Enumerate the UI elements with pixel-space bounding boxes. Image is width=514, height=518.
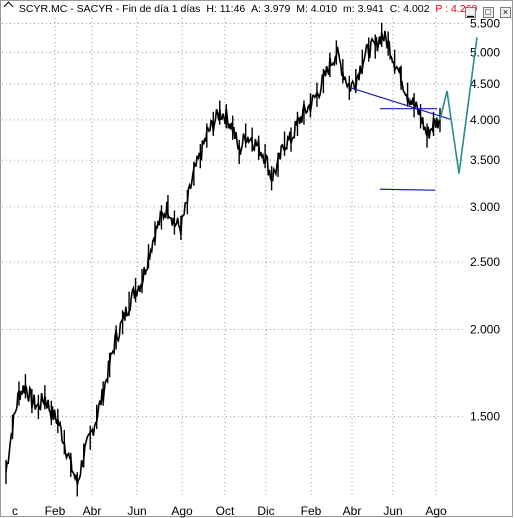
downtrend-line bbox=[349, 87, 453, 121]
time-readout: H: 11:46 bbox=[206, 3, 246, 15]
price-series-line bbox=[5, 30, 441, 486]
minimize-icon[interactable]: ▁ bbox=[465, 7, 477, 18]
y-tick-label: 3.000 bbox=[470, 200, 500, 214]
x-tick-label: c bbox=[12, 504, 18, 518]
low-readout: m: 3.941 bbox=[343, 3, 384, 15]
y-tick-label: 5.500 bbox=[470, 16, 500, 30]
x-tick-label: Ago bbox=[425, 504, 447, 518]
y-tick-label: 1.500 bbox=[470, 410, 500, 424]
x-tick-label: Jun bbox=[383, 504, 402, 518]
x-tick-label: Feb bbox=[301, 504, 322, 518]
close-readout: C: 4.002 bbox=[389, 3, 430, 15]
x-tick-label: Dic bbox=[257, 504, 274, 518]
x-tick-label: Ago bbox=[171, 504, 193, 518]
window-buttons: ▁ □ × bbox=[463, 2, 511, 18]
maximize-icon[interactable]: □ bbox=[482, 7, 494, 18]
chart-header: SCYR.MC - SACYR - Fin de día 1 días H: 1… bbox=[2, 1, 511, 17]
y-tick-label: 3.500 bbox=[470, 153, 500, 167]
y-tick-label: 5.000 bbox=[470, 45, 500, 59]
ask-readout: A: 3.979 bbox=[251, 3, 291, 15]
y-tick-label: 4.500 bbox=[470, 77, 500, 91]
support-line bbox=[379, 188, 436, 191]
x-tick-label: Abr bbox=[83, 504, 102, 518]
projection-path bbox=[439, 37, 478, 174]
y-tick-label: 2.500 bbox=[470, 255, 500, 269]
x-tick-label: Oct bbox=[216, 504, 235, 518]
x-tick-label: Feb bbox=[45, 504, 66, 518]
symbol-title: SCYR.MC - SACYR - Fin de día 1 días bbox=[18, 3, 201, 15]
x-tick-label: Abr bbox=[343, 504, 362, 518]
mid-readout: M: 4.010 bbox=[296, 3, 338, 15]
close-icon[interactable]: × bbox=[500, 7, 511, 18]
x-tick-label: Jun bbox=[127, 504, 146, 518]
y-tick-label: 2.000 bbox=[470, 323, 500, 337]
y-tick-label: 4.000 bbox=[470, 113, 500, 127]
